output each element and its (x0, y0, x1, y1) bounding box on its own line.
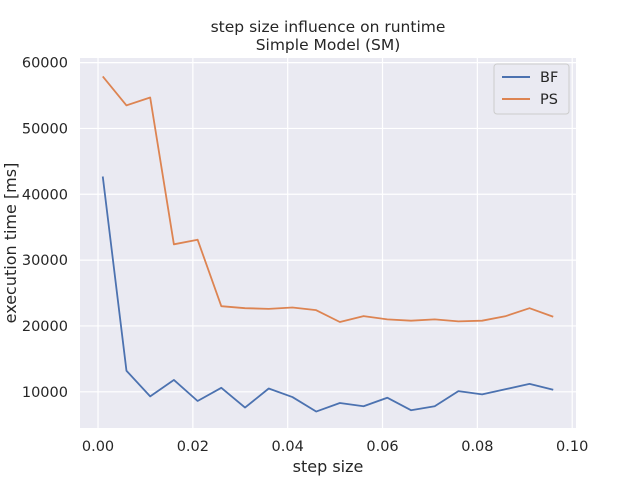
chart-subtitle: Simple Model (SM) (256, 36, 401, 54)
x-tick-label: 0.00 (82, 439, 114, 455)
y-tick-label: 60000 (22, 56, 68, 72)
y-tick-labels: 10000 20000 30000 40000 50000 60000 (22, 56, 68, 401)
x-tick-label: 0.08 (461, 439, 493, 455)
y-tick-label: 20000 (22, 319, 68, 335)
grid-lines (80, 58, 576, 428)
plot-area (80, 58, 576, 428)
x-tick-label: 0.06 (366, 439, 398, 455)
chart-title: step size influence on runtime (211, 18, 446, 36)
x-tick-label: 0.02 (177, 439, 209, 455)
x-tick-labels: 0.00 0.02 0.04 0.06 0.08 0.10 (82, 439, 588, 455)
y-axis-label: execution time [ms] (1, 163, 20, 324)
legend: BF PS (493, 63, 570, 115)
y-tick-label: 40000 (22, 187, 68, 203)
x-axis-label: step size (293, 457, 364, 476)
legend-label-ps: PS (540, 92, 558, 108)
x-tick-label: 0.04 (272, 439, 304, 455)
series-line-ps (102, 75, 554, 323)
legend-label-bf: BF (540, 70, 558, 86)
y-tick-label: 30000 (22, 253, 68, 269)
y-tick-label: 50000 (22, 121, 68, 137)
y-tick-label: 10000 (22, 385, 68, 401)
x-tick-label: 0.10 (556, 439, 588, 455)
data-series (101, 75, 554, 413)
series-line-bf (101, 176, 554, 413)
